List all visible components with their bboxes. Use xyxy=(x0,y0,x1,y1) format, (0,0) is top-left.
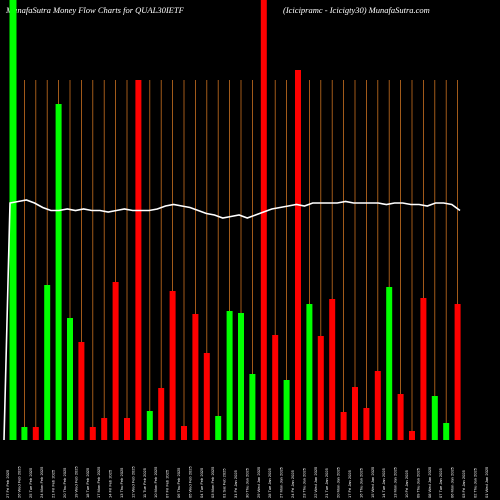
x-tick-label: 14 Fri Feb 2025 xyxy=(108,469,113,498)
bar-red xyxy=(89,427,96,440)
x-tick-label: 03 Mon Feb 2025 xyxy=(210,466,215,498)
bar-green xyxy=(55,104,62,440)
x-tick-label: 10 Mon Feb 2025 xyxy=(153,466,158,498)
bar-red xyxy=(454,304,461,440)
bar-red xyxy=(192,314,199,440)
bar-green xyxy=(249,374,256,440)
x-tick-label: 03 Fri Jan 2025 xyxy=(461,469,466,498)
x-tick-label: 29 Wed Jan 2025 xyxy=(256,466,261,498)
x-tick-label: 04 Tue Feb 2025 xyxy=(199,467,204,498)
x-tick-label: 15 Wed Jan 2025 xyxy=(370,466,375,498)
x-tick-label: 02 Thu Jan 2025 xyxy=(472,467,477,498)
bar-red xyxy=(409,431,415,440)
x-tick-label: 30 Thu Jan 2025 xyxy=(244,467,249,498)
bar-red xyxy=(363,408,370,440)
x-tick-label: 07 Tue Jan 2025 xyxy=(438,467,443,498)
bar-green xyxy=(226,311,233,440)
x-tick-label: 17 Fri Jan 2025 xyxy=(347,469,352,498)
bar-red xyxy=(32,427,39,440)
x-tick-label: 06 Thu Feb 2025 xyxy=(176,467,181,498)
bar-red xyxy=(420,298,427,440)
bar-red xyxy=(329,299,336,440)
bar-red xyxy=(340,412,347,440)
bar-red xyxy=(181,426,187,440)
bar-red xyxy=(317,336,324,440)
bar-red xyxy=(352,387,358,440)
x-tick-label: 27 Fri Feb 2025 xyxy=(5,469,10,498)
x-tick-label: 07 Fri Feb 2025 xyxy=(165,469,170,498)
x-tick-label: 27 Mon Jan 2025 xyxy=(279,466,284,498)
bar-red xyxy=(101,418,108,440)
x-tick-label: 16 Thu Jan 2025 xyxy=(358,467,363,498)
x-tick-label: 05 Wed Feb 2025 xyxy=(187,465,192,498)
bar-red xyxy=(203,353,210,440)
bar-red xyxy=(272,335,279,440)
money-flow-line xyxy=(3,199,461,441)
x-tick-label: 18 Tue Feb 2025 xyxy=(85,467,90,498)
bar-red xyxy=(295,70,301,440)
x-tick-label: 24 Fri Jan 2025 xyxy=(290,469,295,498)
x-tick-label: 21 Tue Jan 2025 xyxy=(324,467,329,498)
bar-green xyxy=(9,0,17,440)
bar-green xyxy=(386,287,393,440)
bar-red xyxy=(260,0,267,440)
x-tick-label: 23 Thu Jan 2025 xyxy=(301,467,306,498)
bar-red xyxy=(112,282,119,440)
x-tick-label: 01 Sat Feb 2025 xyxy=(222,468,227,498)
bar-red xyxy=(374,371,381,440)
x-tick-label: 13 Mon Jan 2025 xyxy=(393,466,398,498)
chart-subtitle: (Icicipramc - Icicigty30) MunafaSutra.co… xyxy=(283,5,430,15)
x-tick-label: 25 Tue Feb 2025 xyxy=(28,467,33,498)
bar-red xyxy=(135,80,142,440)
bar-green xyxy=(44,285,51,440)
x-tick-label: 20 Mon Jan 2025 xyxy=(336,466,341,498)
bar-red xyxy=(124,418,130,440)
x-tick-label: 17 Mon Feb 2025 xyxy=(96,466,101,498)
bar-green xyxy=(238,313,244,440)
x-tick-label: 14 Tue Jan 2025 xyxy=(381,467,386,498)
bar-green xyxy=(431,396,438,440)
x-tick-label: 19 Wed Feb 2025 xyxy=(73,465,78,498)
bar-red xyxy=(169,291,176,440)
x-tick-label: 26 Wed Feb 2025 xyxy=(16,465,21,498)
x-tick-label: 21 Fri Feb 2025 xyxy=(51,469,56,498)
bar-green xyxy=(21,427,28,440)
x-tick-label: 13 Thu Feb 2025 xyxy=(119,467,124,498)
x-tick-label: 06 Mon Jan 2025 xyxy=(450,466,455,498)
bar-green xyxy=(215,416,222,440)
x-tick-label: 08 Wed Jan 2025 xyxy=(427,466,432,498)
x-tick-label: 28 Tue Jan 2025 xyxy=(267,467,272,498)
bar-series xyxy=(9,0,461,440)
bar-green xyxy=(306,304,313,440)
bar-green xyxy=(283,380,290,440)
x-tick-label: 22 Wed Jan 2025 xyxy=(313,466,318,498)
x-tick-label: 10 Fri Jan 2025 xyxy=(404,469,409,498)
bar-red xyxy=(78,342,85,440)
x-tick-label: 20 Thu Feb 2025 xyxy=(62,467,67,498)
bar-red xyxy=(397,394,404,440)
x-tick-label: 24 Mon Feb 2025 xyxy=(39,466,44,498)
bar-red xyxy=(158,388,165,440)
x-tick-label: 31 Fri Jan 2025 xyxy=(233,469,238,498)
x-axis-ticks: 27 Fri Feb 2025 26 Wed Feb 2025 25 Tue Feb… xyxy=(5,465,489,498)
bar-green xyxy=(443,423,450,440)
x-tick-label: 11 Tue Feb 2025 xyxy=(142,467,147,498)
x-tick-label: 09 Thu Jan 2025 xyxy=(415,467,420,498)
bar-green xyxy=(67,318,73,440)
chart-title: MunafaSutra Money Flow Charts for QUAL30… xyxy=(5,5,185,15)
bar-green xyxy=(146,411,153,440)
x-tick-label: 01 Wed Jan 2025 xyxy=(484,466,489,498)
x-tick-label: 12 Wed Feb 2025 xyxy=(130,465,135,498)
